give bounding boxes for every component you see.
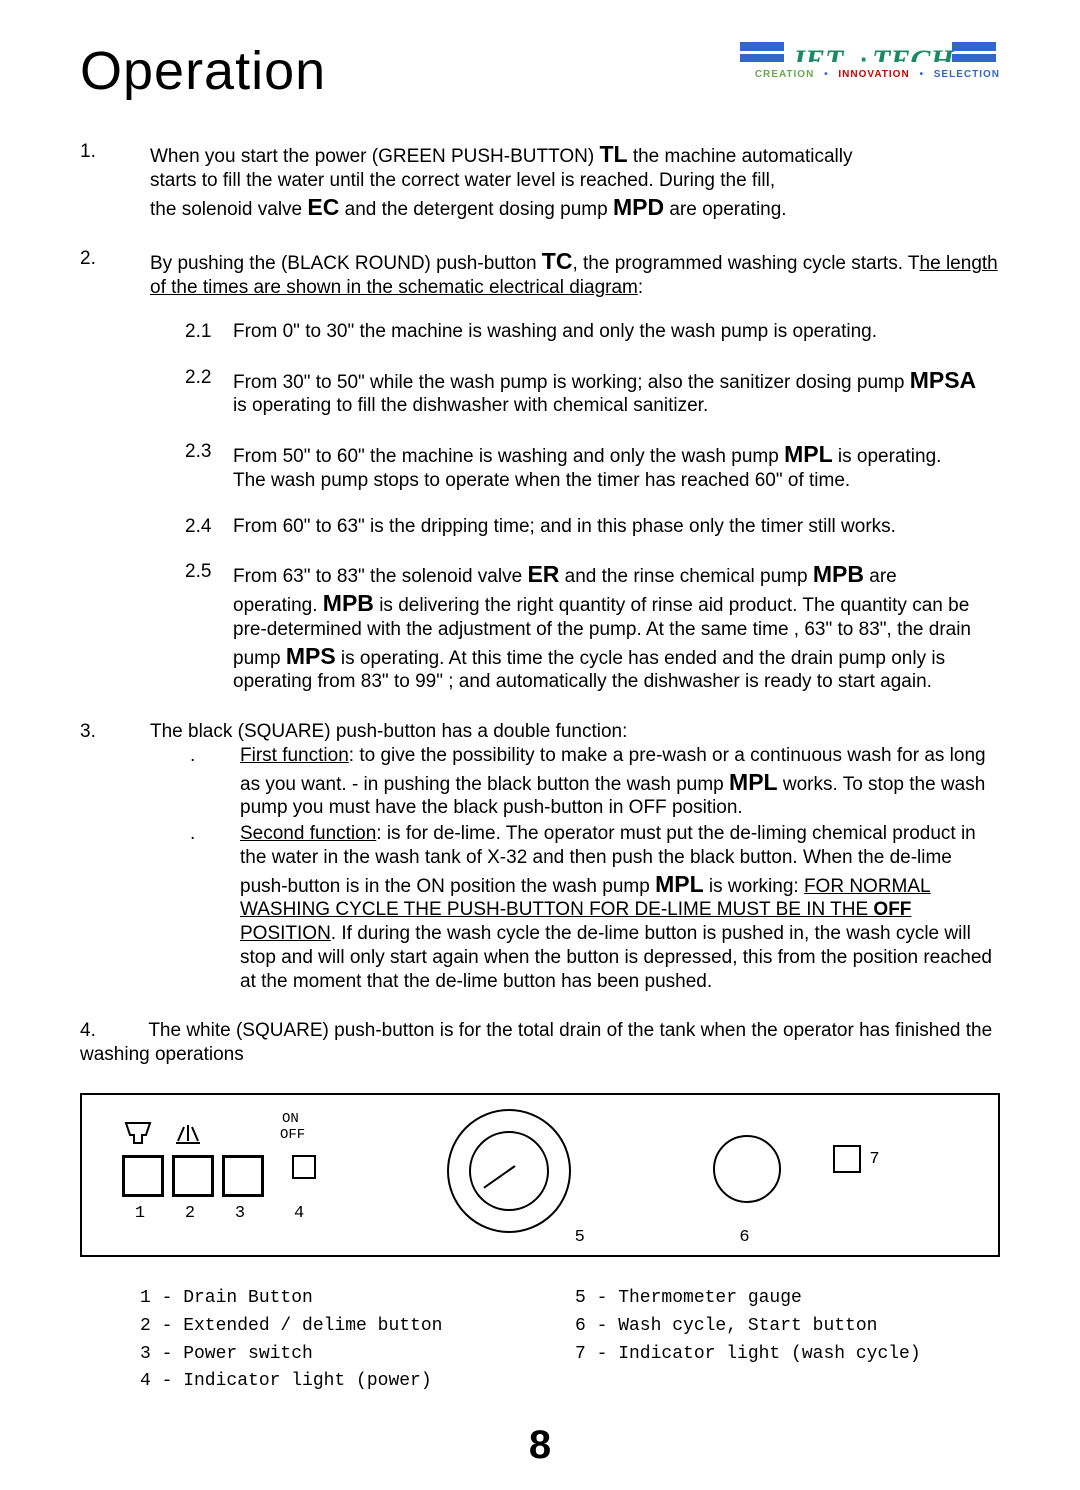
page-number: 8 [80,1420,1000,1470]
step-2-4: 2.4 From 60" to 63" is the dripping time… [185,515,1000,539]
legend-4: 4 - Indicator light (power) [140,1368,565,1396]
step-2-number: 2. [80,247,150,300]
bullet-1: . [190,744,240,820]
logo-tagline: CREATION • INNOVATION • SELECTION [740,69,1000,80]
panel-label-on: ON [282,1111,299,1129]
panel-zone-buttons: 1 2 3 ON OFF 4 [122,1095,407,1255]
start-button-icon [713,1135,781,1203]
step-3-intro: The black (SQUARE) push-button has a dou… [150,720,1000,744]
panel-label-6: 6 [739,1227,749,1248]
legend-1: 1 - Drain Button [140,1285,565,1313]
tag-selection: SELECTION [934,69,1000,80]
tag-creation: CREATION [755,69,814,80]
legend-5: 5 - Thermometer gauge [575,1285,1000,1313]
legend-col-2: 5 - Thermometer gauge 6 - Wash cycle, St… [575,1285,1000,1397]
panel-label-5: 5 [575,1227,585,1248]
step-1-number: 1. [80,140,150,169]
step-2-intro: By pushing the (BLACK ROUND) push-button… [150,247,1000,300]
tag-innovation: INNOVATION [838,69,909,80]
step-4-text: The white (SQUARE) push-button is for th… [80,1020,992,1065]
tag-dot-1: • [824,69,829,80]
page: Operation JET · TECH CREATION • INNO [0,0,1080,1490]
panel-legend: 1 - Drain Button 2 - Extended / delime b… [80,1285,1000,1397]
panel-frame: 1 2 3 ON OFF 4 5 6 [80,1093,1000,1257]
legend-7: 7 - Indicator light (wash cycle) [575,1341,1000,1369]
svg-text:·: · [860,44,869,62]
svg-text:JET: JET [789,44,845,62]
panel-label-3: 3 [222,1203,258,1224]
logo-icon: JET · TECH [740,40,1000,62]
legend-6: 6 - Wash cycle, Start button [575,1313,1000,1341]
panel-label-7: 7 [869,1149,879,1170]
cycle-indicator-icon [833,1145,861,1173]
spray-symbol-icon [172,1119,204,1151]
panel-zone-start: 6 7 [713,1095,998,1255]
step-1-line1: When you start the power (GREEN PUSH-BUT… [150,140,1000,169]
body-text: 1. When you start the power (GREEN PUSH-… [80,140,1000,1470]
step-3: 3. The black (SQUARE) push-button has a … [80,720,1000,993]
step-2: 2. By pushing the (BLACK ROUND) push-but… [80,247,1000,694]
bullet-2: . [190,822,240,993]
step-1: 1. When you start the power (GREEN PUSH-… [80,140,1000,221]
power-switch-icon [222,1155,264,1197]
step-1-line3: the solenoid valve EC and the detergent … [150,193,1000,222]
panel-label-4: 4 [294,1203,304,1224]
step-3-functions: . First function: to give the possibilit… [190,744,1000,994]
panel-label-2: 2 [172,1203,208,1224]
legend-3: 3 - Power switch [140,1341,565,1369]
legend-2: 2 - Extended / delime button [140,1313,565,1341]
svg-text:TECH: TECH [872,44,955,62]
step-3-func2: . Second function: is for de-lime. The o… [190,822,1000,993]
panel-label-1: 1 [122,1203,158,1224]
step-2-3: 2.3 From 50" to 60" the machine is washi… [185,440,1000,493]
legend-col-1: 1 - Drain Button 2 - Extended / delime b… [140,1285,565,1397]
step-3-func1: . First function: to give the possibilit… [190,744,1000,820]
step-4-number: 4. [80,1020,96,1041]
step-3-number: 3. [80,720,150,744]
step-4: 4. The white (SQUARE) push-button is for… [80,1019,1000,1067]
control-panel-diagram: 1 2 3 ON OFF 4 5 6 [80,1093,1000,1397]
page-title: Operation [80,40,326,102]
panel-zone-gauge: 5 [447,1095,694,1255]
step-2-1: 2.1 From 0" to 30" the machine is washin… [185,320,1000,344]
step-2-2: 2.2 From 30" to 50" while the wash pump … [185,366,1000,419]
drain-button-icon [122,1155,164,1197]
panel-label-off: OFF [280,1127,305,1145]
header: Operation JET · TECH CREATION • INNO [80,40,1000,102]
step-2-sublist: 2.1 From 0" to 30" the machine is washin… [185,320,1000,694]
step-2-5: 2.5 From 63" to 83" the solenoid valve E… [185,560,1000,694]
delime-button-icon [172,1155,214,1197]
brand-logo: JET · TECH CREATION • INNOVATION • SELEC… [740,40,1000,80]
step-1-line2: starts to fill the water until the corre… [150,169,1000,193]
power-indicator-icon [292,1155,316,1179]
tag-dot-2: • [919,69,924,80]
drain-symbol-icon [122,1119,154,1151]
